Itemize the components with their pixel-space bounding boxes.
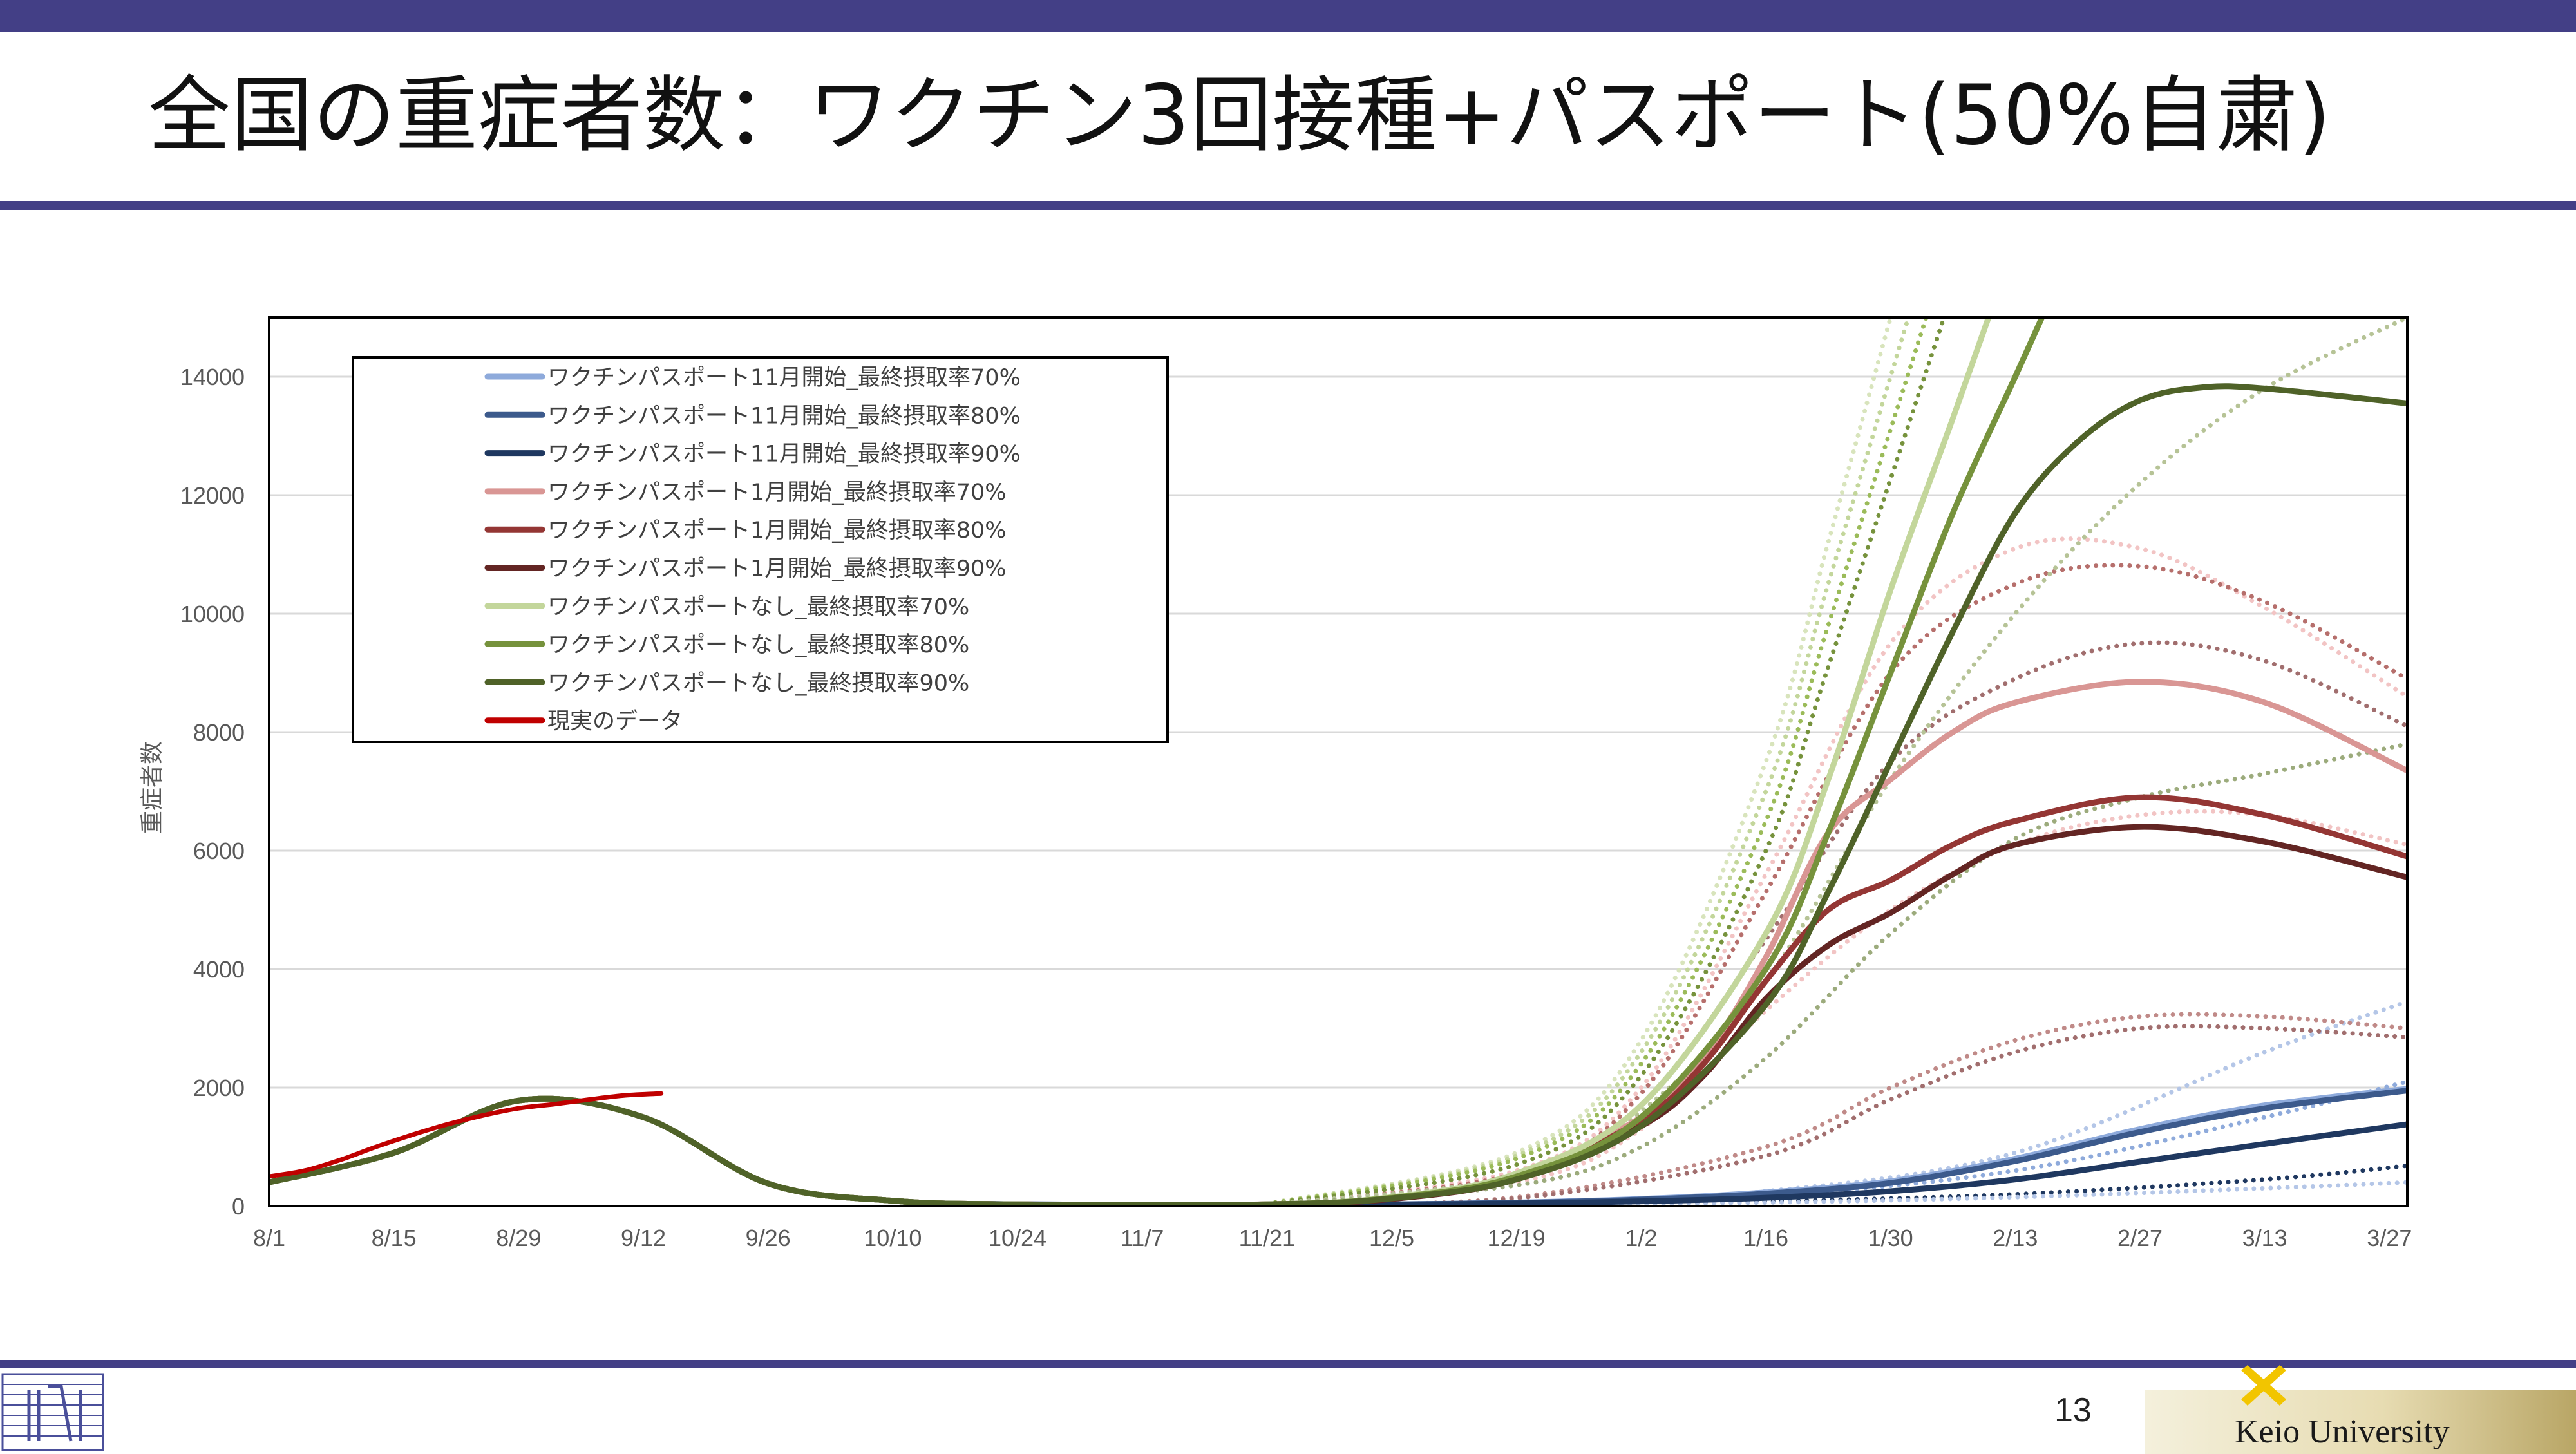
scenario-dotted-line <box>1264 640 2407 1206</box>
x-tick-label: 11/7 <box>1121 1225 1164 1251</box>
footer-divider <box>0 1360 2576 1368</box>
x-tick-label: 8/1 <box>253 1225 285 1251</box>
series-group <box>269 317 2407 1206</box>
scenario-dotted-line <box>1264 317 1893 1206</box>
legend-label: ワクチンパスポート11月開始_最終摂取率70% <box>547 365 1021 391</box>
x-tick-label: 12/19 <box>1488 1225 1546 1251</box>
legend-label: ワクチンパスポート1月開始_最終摂取率80% <box>547 518 1007 543</box>
legend-label: ワクチンパスポート11月開始_最終摂取率90% <box>547 442 1021 467</box>
y-tick-label: 8000 <box>193 719 245 746</box>
x-tick-label: 2/13 <box>1993 1225 2038 1251</box>
x-tick-label: 1/16 <box>1743 1225 1788 1251</box>
x-tick-label: 10/10 <box>864 1225 922 1251</box>
legend-label: 現実のデータ <box>547 709 683 735</box>
x-tick-label: 9/12 <box>621 1225 666 1251</box>
scenario-dotted-line <box>1264 999 2407 1206</box>
legend-label: ワクチンパスポート1月開始_最終摂取率90% <box>547 556 1007 582</box>
y-tick-label: 4000 <box>193 956 245 983</box>
title-divider <box>0 201 2576 210</box>
x-tick-label: 2/27 <box>2117 1225 2163 1251</box>
series-line-1 <box>269 1088 2407 1206</box>
pen-emblem-icon <box>2241 1365 2286 1406</box>
legend-label: ワクチンパスポートなし_最終摂取率70% <box>547 594 969 620</box>
series-line-5 <box>269 824 2407 1206</box>
y-tick-label: 14000 <box>180 364 245 390</box>
scenario-dotted-line <box>1264 741 2407 1206</box>
series-line-9 <box>269 1091 664 1179</box>
x-tick-label: 1/30 <box>1868 1225 1913 1251</box>
y-tick-label: 12000 <box>180 482 245 509</box>
series-line-2 <box>269 1095 2407 1206</box>
scenario-dotted-line <box>1264 1012 2407 1206</box>
series-line-8 <box>269 383 2407 1206</box>
legend-label: ワクチンパスポートなし_最終摂取率90% <box>547 670 969 696</box>
university-logo: Keio University <box>2145 1390 2576 1454</box>
x-tick-label: 8/29 <box>496 1225 541 1251</box>
x-tick-label: 1/2 <box>1625 1225 1657 1251</box>
legend-label: ワクチンパスポートなし_最終摂取率80% <box>547 632 969 658</box>
y-tick-label: 6000 <box>193 838 245 864</box>
scenario-dotted-line <box>1264 317 1929 1206</box>
top-accent-bar <box>0 0 2576 32</box>
y-tick-label: 0 <box>232 1193 245 1220</box>
x-tick-label: 10/24 <box>989 1225 1046 1251</box>
x-tick-label: 12/5 <box>1369 1225 1414 1251</box>
x-tick-label: 8/15 <box>372 1225 417 1251</box>
scenario-dotted-line <box>1264 317 2407 1206</box>
legend-label: ワクチンパスポート1月開始_最終摂取率70% <box>547 480 1007 505</box>
scenario-dotted-line <box>1264 317 1911 1206</box>
x-tick-label: 3/13 <box>2242 1225 2287 1251</box>
x-tick-label: 3/27 <box>2367 1225 2412 1251</box>
legend-box <box>352 356 1169 743</box>
university-name: Keio University <box>2235 1413 2450 1450</box>
y-tick-label: 2000 <box>193 1075 245 1101</box>
slide-title: 全国の重症者数：ワクチン3回接種+パスポート(50%自粛) <box>148 68 2331 164</box>
x-tick-label: 11/21 <box>1239 1225 1295 1251</box>
scenario-dotted-line <box>1264 1024 2407 1206</box>
y-axis-label: 重症者数 <box>139 741 166 834</box>
lab-logo <box>1 1373 104 1451</box>
x-tick-label: 9/26 <box>746 1225 791 1251</box>
legend-label: ワクチンパスポート11月開始_最終摂取率80% <box>547 403 1021 429</box>
plot-frame <box>268 316 2409 1207</box>
y-tick-label: 10000 <box>180 601 245 627</box>
scenario-dotted-line <box>1264 317 1947 1206</box>
page-number: 13 <box>2054 1392 2092 1429</box>
